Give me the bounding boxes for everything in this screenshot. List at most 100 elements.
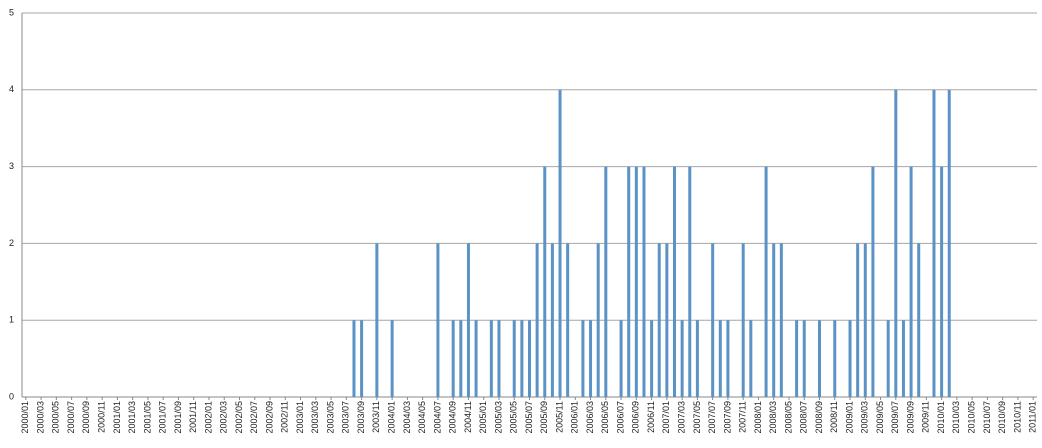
y-tick-label: 5 bbox=[9, 7, 14, 17]
x-tick-label: 2007/07 bbox=[707, 401, 717, 434]
y-tick-label: 2 bbox=[9, 238, 14, 248]
bar bbox=[489, 320, 493, 397]
x-tick-label: 2006/03 bbox=[585, 401, 595, 434]
bar bbox=[650, 320, 654, 397]
x-tick-label: 2005/09 bbox=[539, 401, 549, 434]
x-tick-label: 2003/07 bbox=[341, 401, 351, 434]
bar bbox=[466, 243, 470, 397]
x-tick-label: 2011/01 bbox=[1028, 401, 1038, 433]
x-tick-label: 2010/09 bbox=[997, 401, 1007, 434]
x-tick-label: 2003/11 bbox=[371, 401, 381, 433]
x-tick-label: 2003/09 bbox=[356, 401, 366, 434]
bar bbox=[360, 320, 364, 397]
y-tick-label: 4 bbox=[9, 84, 14, 94]
bar bbox=[886, 320, 890, 397]
x-tick-label: 2000/11 bbox=[97, 401, 107, 433]
x-tick-label: 2005/05 bbox=[509, 401, 519, 434]
y-tick-label: 3 bbox=[9, 161, 14, 171]
bar bbox=[596, 243, 600, 397]
x-tick-label: 2009/05 bbox=[875, 401, 885, 434]
bar bbox=[512, 320, 516, 397]
x-tick-label: 2000/01 bbox=[20, 401, 30, 434]
x-tick-label: 2008/09 bbox=[814, 401, 824, 434]
x-tick-label: 2006/07 bbox=[615, 401, 625, 434]
bar bbox=[894, 89, 898, 398]
x-tick-label: 2005/01 bbox=[478, 401, 488, 434]
bar bbox=[352, 320, 356, 397]
x-tick-label: 2010/01 bbox=[936, 401, 946, 434]
bar bbox=[566, 243, 570, 397]
x-tick-label: 2005/11 bbox=[554, 401, 564, 433]
bar bbox=[535, 243, 539, 397]
x-tick-label: 2008/11 bbox=[829, 401, 839, 433]
bar bbox=[657, 243, 661, 397]
bar bbox=[711, 243, 715, 397]
bar bbox=[634, 166, 638, 397]
x-tick-label: 2007/05 bbox=[692, 401, 702, 434]
bar bbox=[581, 320, 585, 397]
x-tick-label: 2009/09 bbox=[905, 401, 915, 434]
x-tick-label: 2003/03 bbox=[310, 401, 320, 434]
x-tick-label: 2000/03 bbox=[35, 401, 45, 434]
x-tick-label: 2010/07 bbox=[982, 401, 992, 434]
x-tick-label: 2001/03 bbox=[127, 401, 137, 434]
x-tick-label: 2010/11 bbox=[1012, 401, 1022, 433]
x-tick-label: 2001/11 bbox=[188, 401, 198, 433]
x-tick-label: 2002/05 bbox=[234, 401, 244, 434]
bar bbox=[436, 243, 440, 397]
x-tick-label: 2006/09 bbox=[631, 401, 641, 434]
x-tick-label: 2001/07 bbox=[158, 401, 168, 434]
bar bbox=[558, 89, 562, 398]
bar bbox=[390, 320, 394, 397]
x-tick-label: 2002/11 bbox=[280, 401, 290, 433]
bar bbox=[550, 243, 554, 397]
bar bbox=[802, 320, 806, 397]
bar bbox=[520, 320, 524, 397]
bar bbox=[474, 320, 478, 397]
bar bbox=[459, 320, 463, 397]
bar bbox=[718, 320, 722, 397]
x-tick-label: 2000/05 bbox=[51, 401, 61, 434]
x-tick-label: 2007/03 bbox=[677, 401, 687, 434]
x-tick-label: 2008/07 bbox=[799, 401, 809, 434]
x-tick-label: 2002/09 bbox=[264, 401, 274, 434]
x-tick-label: 2010/03 bbox=[951, 401, 961, 434]
bar bbox=[528, 320, 531, 397]
x-tick-label: 2007/01 bbox=[661, 401, 671, 434]
y-tick-label: 0 bbox=[9, 391, 14, 401]
y-tick-label: 1 bbox=[9, 315, 14, 325]
bar bbox=[795, 320, 799, 397]
bar bbox=[543, 166, 547, 397]
x-tick-label: 2006/05 bbox=[600, 401, 610, 434]
x-tick-label: 2009/07 bbox=[890, 401, 900, 434]
bar bbox=[909, 166, 913, 397]
x-tick-label: 2002/01 bbox=[203, 401, 213, 434]
x-tick-label: 2006/01 bbox=[570, 401, 580, 434]
x-tick-label: 2008/01 bbox=[753, 401, 763, 434]
bar bbox=[619, 320, 623, 397]
bar bbox=[856, 243, 860, 397]
bar bbox=[741, 243, 745, 397]
x-tick-label: 2003/05 bbox=[325, 401, 335, 434]
x-tick-label: 2006/11 bbox=[646, 401, 656, 433]
x-tick-label: 2009/03 bbox=[860, 401, 870, 434]
bar bbox=[772, 243, 776, 397]
bar bbox=[901, 320, 905, 397]
bar bbox=[917, 243, 921, 397]
x-tick-label: 2004/05 bbox=[417, 401, 427, 434]
bar bbox=[833, 320, 837, 397]
x-tick-label: 2010/05 bbox=[967, 401, 977, 434]
bar bbox=[375, 243, 379, 397]
x-tick-label: 2004/07 bbox=[432, 401, 442, 434]
bar bbox=[642, 166, 646, 397]
bar bbox=[627, 166, 631, 397]
bar bbox=[848, 320, 852, 397]
bar bbox=[604, 166, 608, 397]
x-tick-label: 2002/03 bbox=[219, 401, 229, 434]
x-tick-label: 2007/09 bbox=[722, 401, 732, 434]
bar bbox=[665, 243, 669, 397]
bar bbox=[695, 320, 699, 397]
bar bbox=[818, 320, 821, 397]
x-tick-label: 2008/05 bbox=[783, 401, 793, 434]
x-tick-label: 2000/07 bbox=[66, 401, 76, 434]
